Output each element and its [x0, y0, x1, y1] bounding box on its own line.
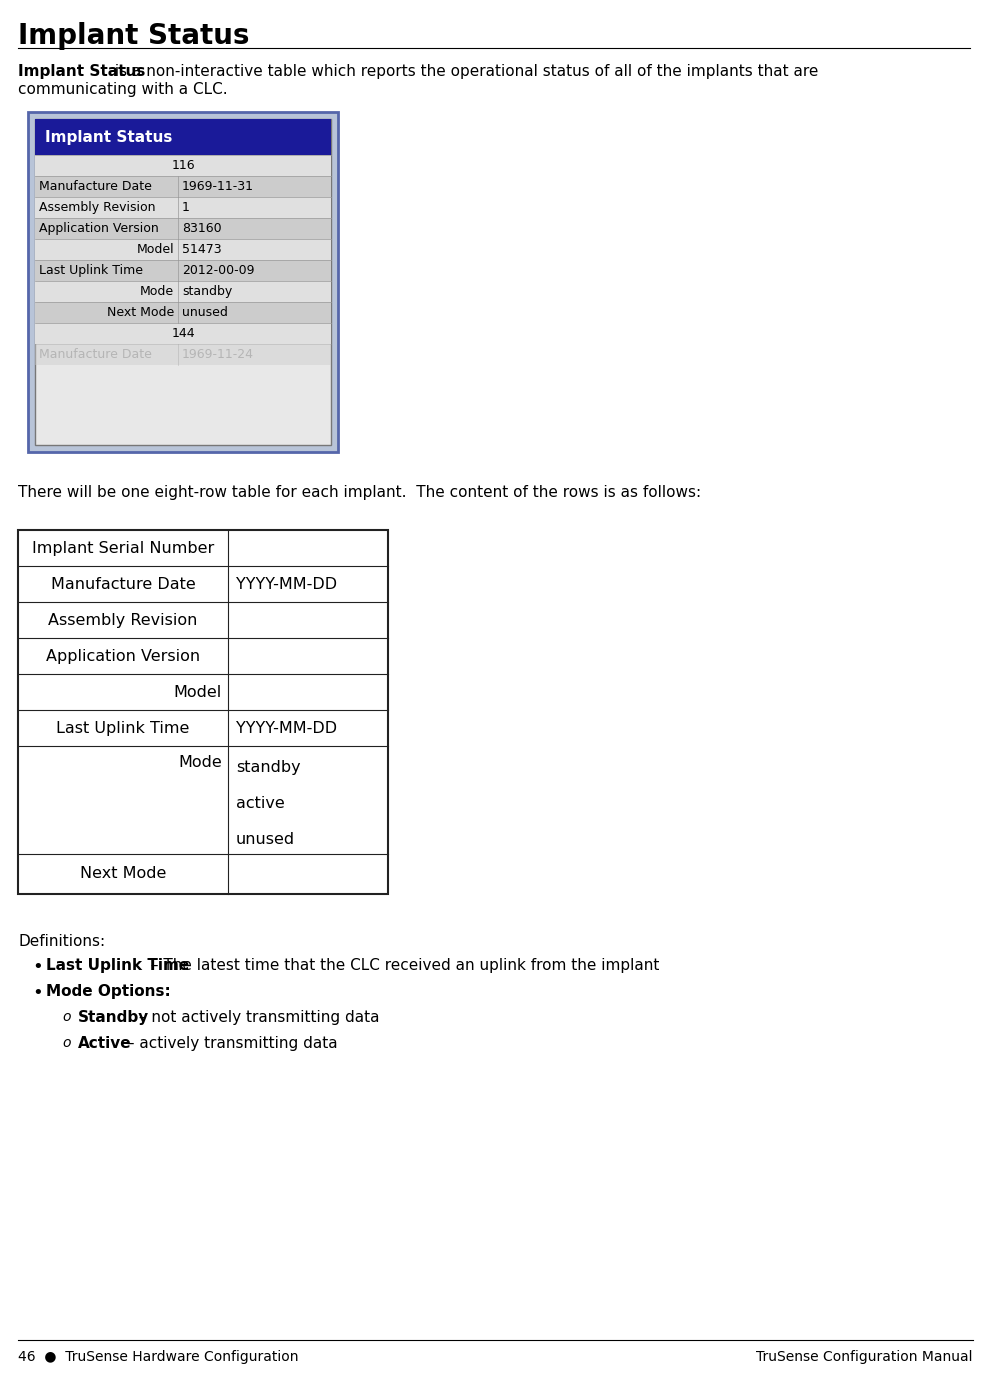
Bar: [18, 531, 388, 894]
Text: Next Mode: Next Mode: [107, 305, 174, 319]
Text: •: •: [32, 984, 43, 1002]
Text: Manufacture Date: Manufacture Date: [51, 576, 195, 591]
Text: Standby: Standby: [78, 1010, 150, 1025]
Bar: [35, 303, 331, 323]
Text: o: o: [62, 1010, 70, 1024]
Bar: [35, 239, 331, 260]
Text: 1969-11-31: 1969-11-31: [182, 180, 254, 193]
Text: standby: standby: [236, 760, 300, 775]
Text: 1969-11-24: 1969-11-24: [182, 348, 254, 361]
Text: Manufacture Date: Manufacture Date: [39, 180, 152, 193]
Text: 83160: 83160: [182, 223, 222, 235]
Bar: [35, 198, 331, 218]
Text: Last Uplink Time: Last Uplink Time: [46, 958, 189, 973]
Bar: [35, 119, 331, 445]
Text: Next Mode: Next Mode: [80, 867, 166, 882]
Text: Implant Serial Number: Implant Serial Number: [32, 540, 214, 556]
Bar: [35, 155, 331, 176]
Text: – The latest time that the CLC received an uplink from the implant: – The latest time that the CLC received …: [146, 958, 659, 973]
Text: – actively transmitting data: – actively transmitting data: [122, 1036, 338, 1050]
Text: 51473: 51473: [182, 243, 222, 256]
Bar: [35, 119, 331, 155]
Bar: [35, 218, 331, 239]
Text: Application Version: Application Version: [46, 648, 200, 663]
Text: Manufacture Date: Manufacture Date: [39, 348, 152, 361]
Text: Mode Options:: Mode Options:: [46, 984, 170, 999]
Text: Mode: Mode: [140, 285, 174, 299]
Text: Implant Status: Implant Status: [18, 64, 146, 79]
Bar: [35, 281, 331, 303]
Text: Model: Model: [173, 684, 222, 699]
Text: Implant Status: Implant Status: [18, 22, 250, 50]
Text: communicating with a CLC.: communicating with a CLC.: [18, 82, 228, 97]
Text: Mode: Mode: [178, 755, 222, 770]
Text: •: •: [32, 958, 43, 976]
Text: Model: Model: [137, 243, 174, 256]
Bar: [35, 260, 331, 281]
Text: Active: Active: [78, 1036, 132, 1050]
Text: Implant Status: Implant Status: [45, 130, 172, 145]
Text: 1: 1: [182, 200, 190, 214]
Text: Last Uplink Time: Last Uplink Time: [56, 720, 189, 735]
Text: 144: 144: [171, 328, 195, 340]
Bar: [28, 112, 338, 452]
Text: Application Version: Application Version: [39, 223, 159, 235]
Bar: [35, 323, 331, 344]
Text: – not actively transmitting data: – not actively transmitting data: [134, 1010, 380, 1025]
Text: YYYY-MM-DD: YYYY-MM-DD: [236, 576, 337, 591]
Bar: [35, 176, 331, 198]
Text: unused: unused: [236, 832, 295, 847]
Text: standby: standby: [182, 285, 232, 299]
Text: Definitions:: Definitions:: [18, 934, 105, 949]
Text: is a non-interactive table which reports the operational status of all of the im: is a non-interactive table which reports…: [110, 64, 819, 79]
Text: YYYY-MM-DD: YYYY-MM-DD: [236, 720, 337, 735]
Text: Assembly Revision: Assembly Revision: [49, 612, 197, 627]
Text: Last Uplink Time: Last Uplink Time: [39, 264, 143, 276]
Text: o: o: [62, 1036, 70, 1050]
Bar: [35, 344, 331, 365]
Text: There will be one eight-row table for each implant.  The content of the rows is : There will be one eight-row table for ea…: [18, 485, 701, 500]
Text: unused: unused: [182, 305, 228, 319]
Text: Assembly Revision: Assembly Revision: [39, 200, 156, 214]
Text: active: active: [236, 796, 284, 811]
Text: 116: 116: [171, 159, 195, 171]
Text: 2012-00-09: 2012-00-09: [182, 264, 255, 276]
Text: TruSense Configuration Manual: TruSense Configuration Manual: [756, 1350, 973, 1364]
Text: 46  ●  TruSense Hardware Configuration: 46 ● TruSense Hardware Configuration: [18, 1350, 298, 1364]
